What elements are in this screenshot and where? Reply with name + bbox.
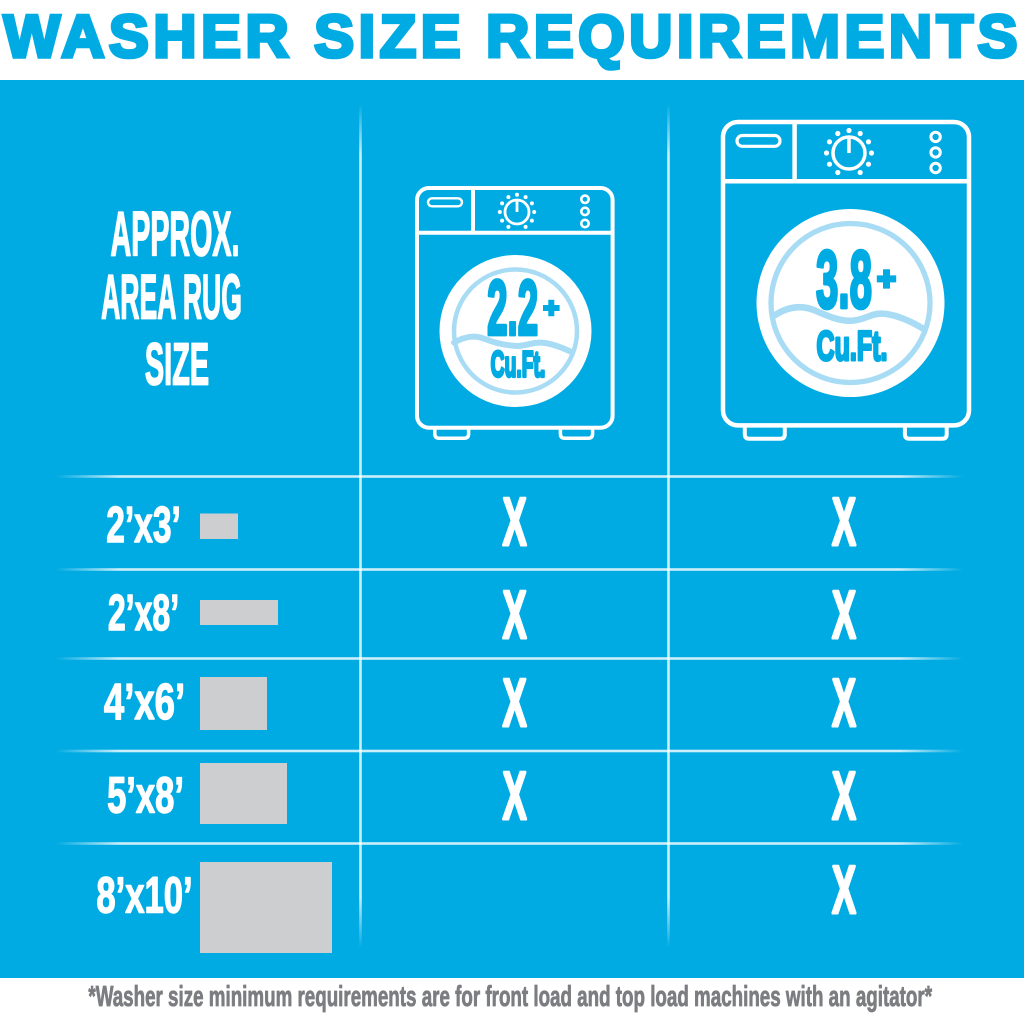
svg-text:8’x10’: 8’x10’ (96, 868, 192, 924)
svg-text:X: X (832, 578, 856, 653)
svg-text:X: X (832, 759, 856, 834)
svg-text:3.8: 3.8 (816, 234, 872, 325)
svg-text:X: X (503, 578, 527, 653)
svg-text:WASHER SIZE REQUIREMENTS: WASHER SIZE REQUIREMENTS (4, 3, 1018, 70)
svg-text:Cu.Ft.: Cu.Ft. (817, 323, 888, 369)
svg-text:5’x8’: 5’x8’ (107, 768, 184, 824)
svg-text:SIZE: SIZE (145, 331, 209, 397)
svg-text:X: X (832, 666, 856, 741)
svg-text:X: X (503, 485, 527, 560)
svg-text:X: X (832, 485, 856, 560)
svg-text:2’x8’: 2’x8’ (108, 585, 179, 641)
svg-text:APPROX.: APPROX. (111, 199, 240, 270)
svg-text:X: X (832, 853, 856, 928)
svg-text:AREA RUG: AREA RUG (101, 262, 242, 332)
svg-text:X: X (503, 759, 527, 834)
svg-text:2’x3’: 2’x3’ (106, 497, 181, 554)
svg-text:2.2: 2.2 (487, 264, 538, 351)
svg-text:4’x6’: 4’x6’ (104, 674, 185, 730)
svg-text:*Washer size minimum requireme: *Washer size minimum requirements are fo… (88, 981, 932, 1013)
svg-text:Cu.Ft.: Cu.Ft. (491, 345, 546, 385)
svg-text:X: X (503, 666, 527, 741)
